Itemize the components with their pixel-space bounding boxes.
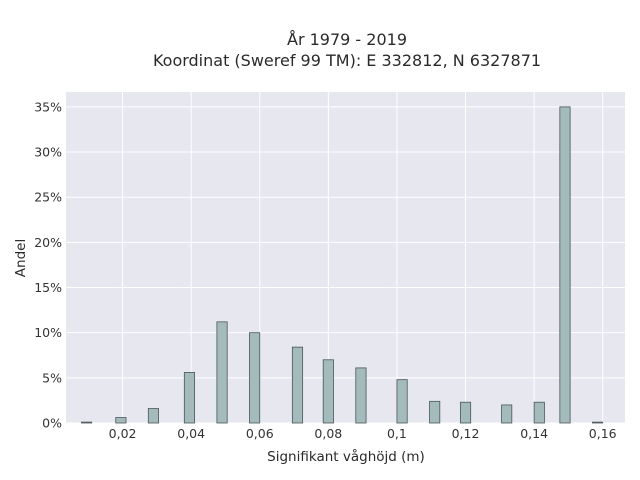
x-tick-label-5: 0,12	[452, 426, 480, 441]
bar-5	[249, 332, 261, 424]
chart-title-line2: Koordinat (Sweref 99 TM): E 332812, N 63…	[153, 51, 541, 70]
bar-4	[216, 321, 228, 424]
x-tick-label-6: 0,14	[520, 426, 548, 441]
plot-area	[66, 92, 625, 423]
bar-6	[291, 346, 304, 424]
grid-lines	[66, 92, 625, 424]
y-tick-label-2: 10%	[34, 325, 62, 340]
x-tick-label-1: 0,04	[177, 426, 205, 441]
bar-10	[429, 400, 441, 424]
bar-15	[592, 421, 604, 424]
bars	[81, 106, 604, 424]
y-tick-label-0: 0%	[42, 416, 62, 431]
y-tick-label-5: 25%	[34, 190, 62, 205]
y-tick-label-6: 30%	[34, 145, 62, 160]
bar-9	[396, 379, 408, 424]
y-tick-label-1: 5%	[42, 370, 62, 385]
x-axis-title: Signifikant våghöjd (m)	[267, 448, 425, 465]
x-axis-ticks: 0,02 0,04 0,06 0,08 0,1 0,12 0,14 0,16	[109, 426, 617, 441]
bar-3	[183, 372, 196, 424]
y-tick-label-4: 20%	[34, 235, 62, 250]
y-axis-ticks: 0% 5% 10% 15% 20% 25% 30% 35%	[34, 99, 62, 430]
bar-8	[355, 367, 367, 424]
bar-2	[147, 408, 159, 424]
x-tick-label-4: 0,1	[387, 426, 407, 441]
x-tick-label-7: 0,16	[589, 426, 617, 441]
bar-0	[81, 421, 93, 424]
bar-7	[322, 359, 334, 424]
x-tick-label-3: 0,08	[314, 426, 342, 441]
bar-13	[533, 401, 545, 424]
y-axis-title: Andel	[13, 239, 29, 277]
bar-11	[459, 401, 472, 424]
bar-12	[501, 404, 513, 424]
y-tick-label-3: 15%	[34, 280, 62, 295]
x-tick-label-0: 0,02	[109, 426, 137, 441]
x-tick-label-2: 0,06	[246, 426, 274, 441]
y-tick-label-7: 35%	[34, 99, 62, 114]
bar-1	[115, 417, 127, 424]
bar-14	[559, 106, 571, 424]
chart-title-line1: År 1979 - 2019	[287, 30, 407, 49]
